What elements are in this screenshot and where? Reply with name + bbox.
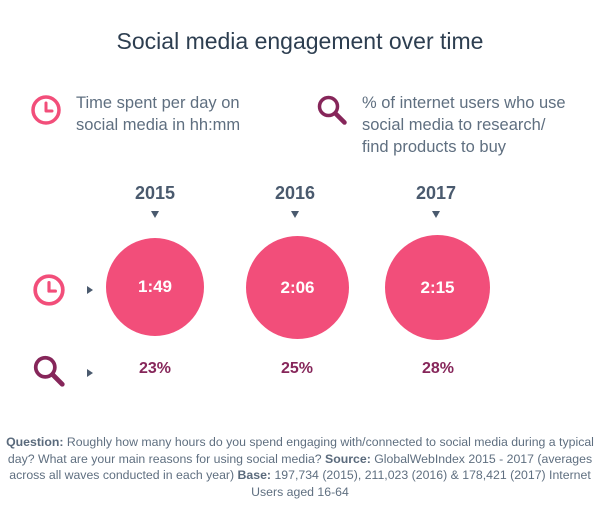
year-label-2015: 2015 <box>134 183 176 203</box>
clock-icon <box>32 273 66 307</box>
legend-time-text-1: Time spent per day on <box>76 94 240 112</box>
percent-2015: 23% <box>138 360 172 377</box>
search-icon <box>316 94 348 126</box>
page-title: Social media engagement over time <box>116 28 484 54</box>
time-circle-2016: 2:06 <box>246 236 349 339</box>
footnote: Question: Roughly how many hours do you … <box>6 434 594 500</box>
time-circle-2017: 2:15 <box>385 235 490 340</box>
source-text: GlobalWebIndex 2015 - 2017 (averages acr… <box>9 451 593 483</box>
year-pointer-2016 <box>291 211 299 218</box>
legend-search-text-3: find products to buy <box>362 138 507 156</box>
year-pointer-2017 <box>432 211 440 218</box>
legend-time-text-2: social media in hh:mm <box>76 116 241 134</box>
year-pointer-2015 <box>151 211 159 218</box>
row-pointer-time <box>87 286 93 294</box>
base-text: 197,734 (2015), 211,023 (2016) & 178,421… <box>251 468 591 499</box>
question-text: Roughly how many hours do you spend enga… <box>7 435 594 466</box>
time-circle-2015: 1:49 <box>106 238 204 336</box>
row-pointer-search <box>87 369 93 377</box>
question-label: Question: <box>6 435 64 449</box>
base-label: Base: <box>234 468 272 482</box>
clock-icon <box>30 94 62 126</box>
legend-search-text-1: % of internet users who use <box>362 94 566 112</box>
percent-2017: 28% <box>421 360 455 377</box>
year-label-2016: 2016 <box>274 183 316 203</box>
year-label-2017: 2017 <box>415 183 457 203</box>
source-label: Source: <box>321 451 371 466</box>
search-icon <box>32 354 66 388</box>
legend-search: % of internet users who use social media… <box>316 92 586 158</box>
legend-search-text-2: social media to research/ <box>362 116 546 134</box>
percent-2016: 25% <box>280 360 314 377</box>
legend-time: Time spent per day on social media in hh… <box>30 92 280 136</box>
